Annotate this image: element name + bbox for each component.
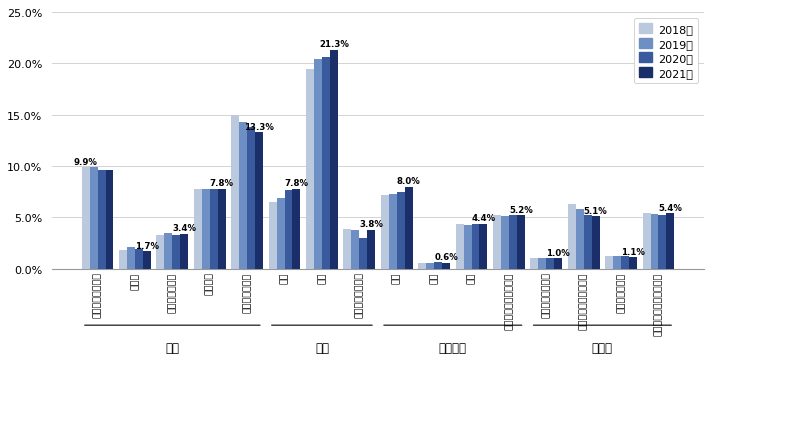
Bar: [381, 195, 389, 269]
Bar: [538, 259, 546, 269]
Bar: [285, 190, 293, 269]
Text: 1.1%: 1.1%: [621, 247, 645, 256]
Bar: [418, 263, 426, 269]
Bar: [194, 189, 202, 269]
Bar: [554, 259, 562, 269]
Bar: [106, 171, 114, 269]
Bar: [397, 192, 405, 269]
Bar: [98, 171, 106, 269]
Bar: [210, 189, 218, 269]
Bar: [389, 194, 397, 269]
Bar: [576, 210, 584, 269]
Text: 13.3%: 13.3%: [244, 122, 274, 132]
Bar: [367, 230, 375, 269]
Bar: [90, 168, 98, 269]
Bar: [509, 216, 517, 269]
Text: 文系: 文系: [166, 341, 179, 354]
Bar: [127, 247, 135, 269]
Bar: [293, 189, 301, 269]
Bar: [479, 224, 487, 269]
Text: 7.8%: 7.8%: [285, 179, 309, 187]
Text: 医歯薬系: 医歯薬系: [439, 341, 467, 354]
Bar: [218, 189, 226, 269]
Bar: [456, 224, 463, 269]
Bar: [493, 216, 501, 269]
Bar: [277, 198, 285, 269]
Bar: [650, 215, 658, 269]
Text: 3.4%: 3.4%: [172, 224, 196, 233]
Legend: 2018年, 2019年, 2020年, 2021年: 2018年, 2019年, 2020年, 2021年: [634, 19, 698, 84]
Bar: [314, 60, 322, 269]
Bar: [359, 238, 367, 269]
Bar: [530, 259, 538, 269]
Bar: [463, 225, 471, 269]
Text: 1.0%: 1.0%: [546, 248, 570, 257]
Bar: [351, 230, 359, 269]
Bar: [517, 216, 525, 269]
Text: 1.7%: 1.7%: [135, 241, 159, 250]
Bar: [568, 204, 576, 269]
Text: 5.4%: 5.4%: [658, 203, 682, 212]
Text: その他: その他: [592, 341, 613, 354]
Bar: [119, 251, 127, 269]
Bar: [629, 258, 637, 269]
Bar: [471, 224, 479, 269]
Bar: [82, 168, 90, 269]
Text: 3.8%: 3.8%: [359, 220, 383, 229]
Bar: [143, 252, 151, 269]
Bar: [426, 263, 434, 269]
Bar: [247, 128, 255, 269]
Text: 4.4%: 4.4%: [471, 214, 495, 223]
Bar: [330, 51, 338, 269]
Bar: [157, 235, 165, 269]
Text: 0.6%: 0.6%: [434, 253, 458, 261]
Text: 21.3%: 21.3%: [319, 40, 349, 49]
Bar: [239, 123, 247, 269]
Bar: [434, 262, 442, 269]
Bar: [442, 263, 450, 269]
Text: 9.9%: 9.9%: [74, 157, 98, 166]
Text: 7.8%: 7.8%: [210, 179, 234, 187]
Bar: [180, 234, 188, 269]
Text: 理系: 理系: [315, 341, 329, 354]
Bar: [658, 216, 666, 269]
Bar: [231, 115, 239, 269]
Bar: [584, 216, 592, 269]
Bar: [605, 257, 613, 269]
Bar: [135, 250, 143, 269]
Bar: [613, 257, 621, 269]
Bar: [621, 257, 629, 269]
Bar: [202, 189, 210, 269]
Bar: [255, 133, 263, 269]
Bar: [592, 217, 599, 269]
Bar: [343, 229, 351, 269]
Text: 8.0%: 8.0%: [397, 177, 421, 186]
Bar: [666, 214, 674, 269]
Text: 5.1%: 5.1%: [584, 206, 607, 215]
Bar: [642, 214, 650, 269]
Bar: [546, 259, 554, 269]
Bar: [172, 235, 180, 269]
Bar: [306, 69, 314, 269]
Bar: [405, 187, 413, 269]
Bar: [269, 203, 277, 269]
Bar: [165, 233, 172, 269]
Bar: [501, 217, 509, 269]
Text: 5.2%: 5.2%: [509, 205, 533, 214]
Bar: [322, 58, 330, 269]
